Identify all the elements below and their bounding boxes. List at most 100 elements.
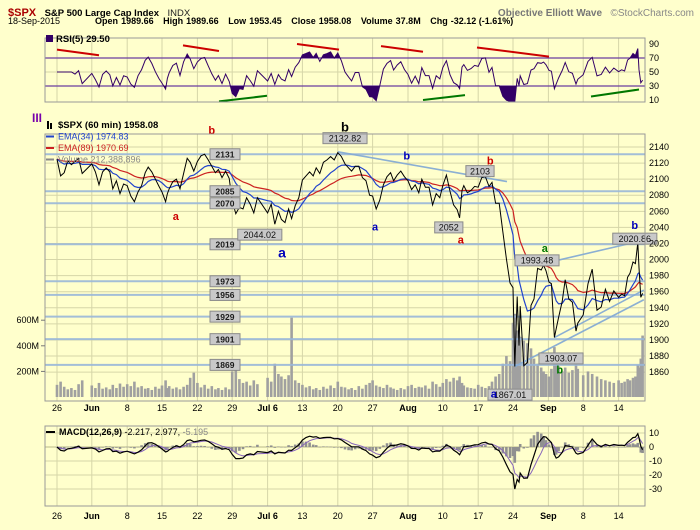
- rsi-extreme-fills: [57, 48, 643, 102]
- svg-text:10: 10: [438, 403, 448, 413]
- macd-line: [56, 432, 644, 490]
- svg-text:8: 8: [125, 511, 130, 521]
- source-label: Objective Elliott Wave: [497, 8, 603, 19]
- chart-date: 18-Sep-2015: [8, 16, 61, 26]
- svg-text:1973: 1973: [216, 276, 235, 286]
- svg-text:20: 20: [333, 403, 343, 413]
- svg-text:14: 14: [614, 403, 624, 413]
- macd-grid: [45, 426, 645, 506]
- svg-text:13: 13: [297, 511, 307, 521]
- svg-text:2020.86: 2020.86: [619, 234, 652, 244]
- svg-text:27: 27: [368, 511, 378, 521]
- svg-text:30: 30: [649, 81, 659, 91]
- svg-text:400M: 400M: [16, 341, 39, 351]
- svg-text:1980: 1980: [649, 271, 669, 281]
- quote-low-value: 1953.45: [249, 16, 282, 26]
- macd-signal-line: [56, 437, 644, 479]
- svg-text:200M: 200M: [16, 366, 39, 376]
- svg-text:-10: -10: [649, 456, 662, 466]
- rsi-axis: 90 70 50 30 10: [649, 39, 659, 105]
- rsi-grid: [45, 38, 645, 102]
- rsi-legend: RSI(5) 29.50: [46, 34, 110, 45]
- svg-text:1993.48: 1993.48: [521, 256, 554, 266]
- price-annotations: 2132.82 2044.02 2052 2103 1993.48 1903.07 1867…: [237, 132, 658, 401]
- svg-text:a: a: [542, 243, 549, 255]
- ema89-line: [56, 158, 643, 295]
- svg-text:2120: 2120: [649, 158, 669, 168]
- svg-text:RSI(5) 29.50: RSI(5) 29.50: [56, 34, 110, 45]
- svg-text:b: b: [556, 365, 563, 377]
- quote-open-value: 1989.66: [121, 16, 154, 26]
- quote-close-label: Close: [291, 16, 316, 26]
- svg-text:8: 8: [125, 403, 130, 413]
- quote-close-value: 1958.08: [318, 16, 352, 26]
- svg-text:29: 29: [227, 511, 237, 521]
- svg-text:-30: -30: [649, 484, 662, 494]
- quote-low-label: Low: [228, 16, 247, 26]
- svg-text:90: 90: [649, 39, 659, 49]
- price-panel: 2131208520702019197319561929190118692132…: [16, 111, 669, 413]
- svg-text:17: 17: [473, 403, 483, 413]
- svg-text:1867.01: 1867.01: [494, 390, 527, 400]
- svg-text:a: a: [278, 245, 286, 261]
- svg-text:2100: 2100: [649, 174, 669, 184]
- x-axis-labels: 26 Jun 8 15 22 29 Jul 6 13 20 27 Aug 10 17 24 Sep 8 14: [52, 511, 624, 521]
- svg-text:1956: 1956: [216, 290, 235, 300]
- svg-text:10: 10: [649, 428, 659, 438]
- svg-text:1869: 1869: [216, 360, 235, 370]
- quote-row: Open 1989.66 High 1989.66 Low 1953.45 Close…: [88, 16, 513, 26]
- title-group: $SPX S&P 500 Large Cap Index INDX: [8, 3, 190, 21]
- svg-text:Sep: Sep: [540, 403, 557, 413]
- price-line: [56, 151, 644, 367]
- svg-text:0: 0: [649, 442, 654, 452]
- wave-letters: b b a a b a a b a b a b: [173, 120, 639, 401]
- svg-text:22: 22: [192, 511, 202, 521]
- symbol: $SPX: [8, 7, 37, 19]
- svg-text:2019: 2019: [216, 239, 235, 249]
- rsi-trendlines: [56, 43, 640, 103]
- wave-degree-label: III: [32, 111, 42, 125]
- svg-text:Aug: Aug: [399, 403, 417, 413]
- header-line-2: 18-Sep-2015 Open 1989.66 High 1989.66 Low 1…: [8, 16, 694, 26]
- svg-text:24: 24: [508, 511, 518, 521]
- svg-text:a: a: [173, 211, 180, 223]
- macd-axis: 10 0 -10 -20 -30: [649, 428, 662, 494]
- svg-text:8: 8: [581, 511, 586, 521]
- svg-text:2080: 2080: [649, 190, 669, 200]
- svg-text:1920: 1920: [649, 319, 669, 329]
- svg-text:Sep: Sep: [540, 511, 557, 521]
- svg-text:1901: 1901: [216, 334, 235, 344]
- svg-text:1929: 1929: [216, 312, 235, 322]
- svg-text:70: 70: [649, 53, 659, 63]
- volume-bars: [55, 313, 644, 397]
- svg-text:1903.07: 1903.07: [545, 354, 578, 364]
- header-line-1: $SPX S&P 500 Large Cap Index INDX Object…: [8, 3, 694, 21]
- svg-text:b: b: [631, 220, 638, 232]
- svg-text:2000: 2000: [649, 255, 669, 265]
- svg-text:10: 10: [649, 95, 659, 105]
- svg-text:1880: 1880: [649, 351, 669, 361]
- macd-panel: 10 0 -10 -20 -30 MACD(12,26,9) -2.217, 2.977,…: [44, 425, 662, 521]
- svg-text:27: 27: [368, 403, 378, 413]
- svg-text:MACD(12,26,9) -2.217, 2.977, -: MACD(12,26,9) -2.217, 2.977, -5.195: [59, 427, 208, 437]
- svg-text:b: b: [403, 151, 410, 163]
- svg-text:Jun: Jun: [84, 403, 100, 413]
- exchange: INDX: [167, 8, 191, 19]
- svg-text:EMA(89) 1970.69: EMA(89) 1970.69: [58, 143, 129, 153]
- svg-text:Jul 6: Jul 6: [257, 403, 278, 413]
- svg-text:1960: 1960: [649, 287, 669, 297]
- svg-text:b: b: [208, 125, 215, 137]
- svg-text:b: b: [487, 155, 494, 167]
- rsi-panel: 90 70 50 30 10 RSI(5) 29.50: [44, 34, 659, 105]
- ema34-line: [56, 158, 644, 312]
- svg-text:-20: -20: [649, 470, 662, 480]
- pivot-lines: [45, 153, 645, 366]
- svg-text:2132.82: 2132.82: [329, 133, 362, 143]
- quote-high-value: 1989.66: [186, 16, 219, 26]
- svg-text:15: 15: [157, 511, 167, 521]
- svg-text:Aug: Aug: [399, 511, 417, 521]
- svg-text:2085: 2085: [216, 186, 235, 196]
- svg-text:a: a: [458, 234, 465, 246]
